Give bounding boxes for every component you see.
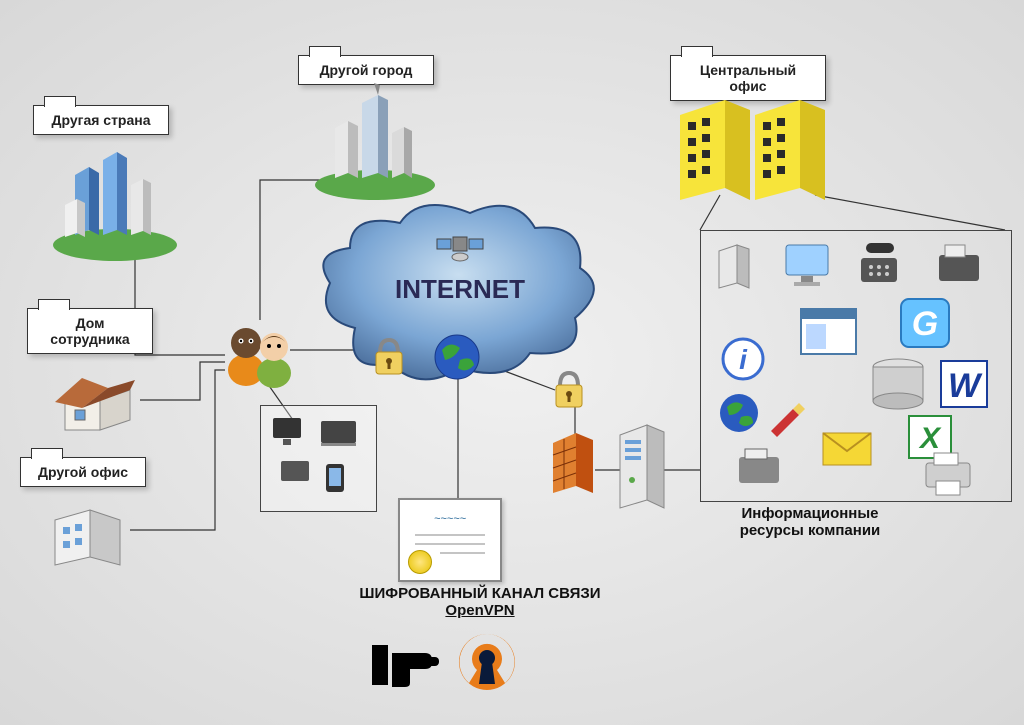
text: Другая страна [51,112,150,128]
svg-text:~~~~~: ~~~~~ [434,513,467,525]
caption-l2: OpenVPN [445,602,514,619]
label-other-city: Другой город [298,55,434,85]
caption-l1: ШИФРОВАННЫЙ КАНАЛ СВЯЗИ [359,585,600,602]
text-l1: Информационные [741,505,878,522]
node-users [222,315,302,395]
small-building-icon [45,495,145,575]
node-server [612,420,672,520]
node-openvpn [455,630,520,700]
node-central-office [670,100,840,215]
node-employee-home [50,360,150,445]
node-user-devices [260,405,377,512]
node-other-country [45,145,185,270]
svg-text:i: i [739,344,748,375]
text: Дом сотрудника [50,315,129,347]
text: Другой офис [38,464,128,480]
node-other-city [305,85,445,210]
node-other-office [45,495,145,580]
node-certificate: ~~~~~ [398,498,502,582]
resources-icons: G i W X [701,231,1011,501]
label-other-office: Другой офис [20,457,146,487]
node-satellite [435,222,485,272]
padlock-icon [370,335,408,380]
openvpn-icon [455,630,520,695]
label-central-office: Центральный офис [670,55,826,101]
firewall-icon [548,428,598,498]
node-padlock-right [550,368,588,418]
hand-right-icon [370,635,450,695]
text-l2: ресурсы компании [740,522,881,539]
node-firewall [548,428,598,503]
text: Другой город [320,62,413,78]
caption: ШИФРОВАННЫЙ КАНАЛ СВЯЗИ OpenVPN [345,585,615,619]
label-other-country: Другая страна [33,105,169,135]
label-employee-home: Дом сотрудника [27,308,153,354]
city-skyline-icon [45,145,185,265]
resources-label: Информационные ресурсы компании [700,505,920,539]
resources-panel: G i W X [700,230,1012,502]
house-icon [50,360,150,440]
people-pair-icon [222,315,302,390]
svg-text:G: G [912,305,938,343]
svg-text:W: W [948,367,983,405]
server-tower-icon [612,420,672,515]
device-cluster-icon [261,406,376,511]
cloud-label: INTERNET [395,274,525,304]
svg-text:X: X [918,422,942,455]
office-towers-icon [670,100,840,210]
buildings-icon [305,85,445,205]
text: Центральный офис [700,62,796,94]
node-hand-point [370,635,450,700]
padlock-icon [550,368,588,413]
globe-icon [430,330,485,385]
satellite-icon [435,222,485,267]
certificate-seal-icon [408,550,432,574]
node-padlock-left [370,335,408,385]
diagram-canvas: Другая страна Другой город Центральный о… [0,0,1024,725]
node-globe [430,330,485,390]
